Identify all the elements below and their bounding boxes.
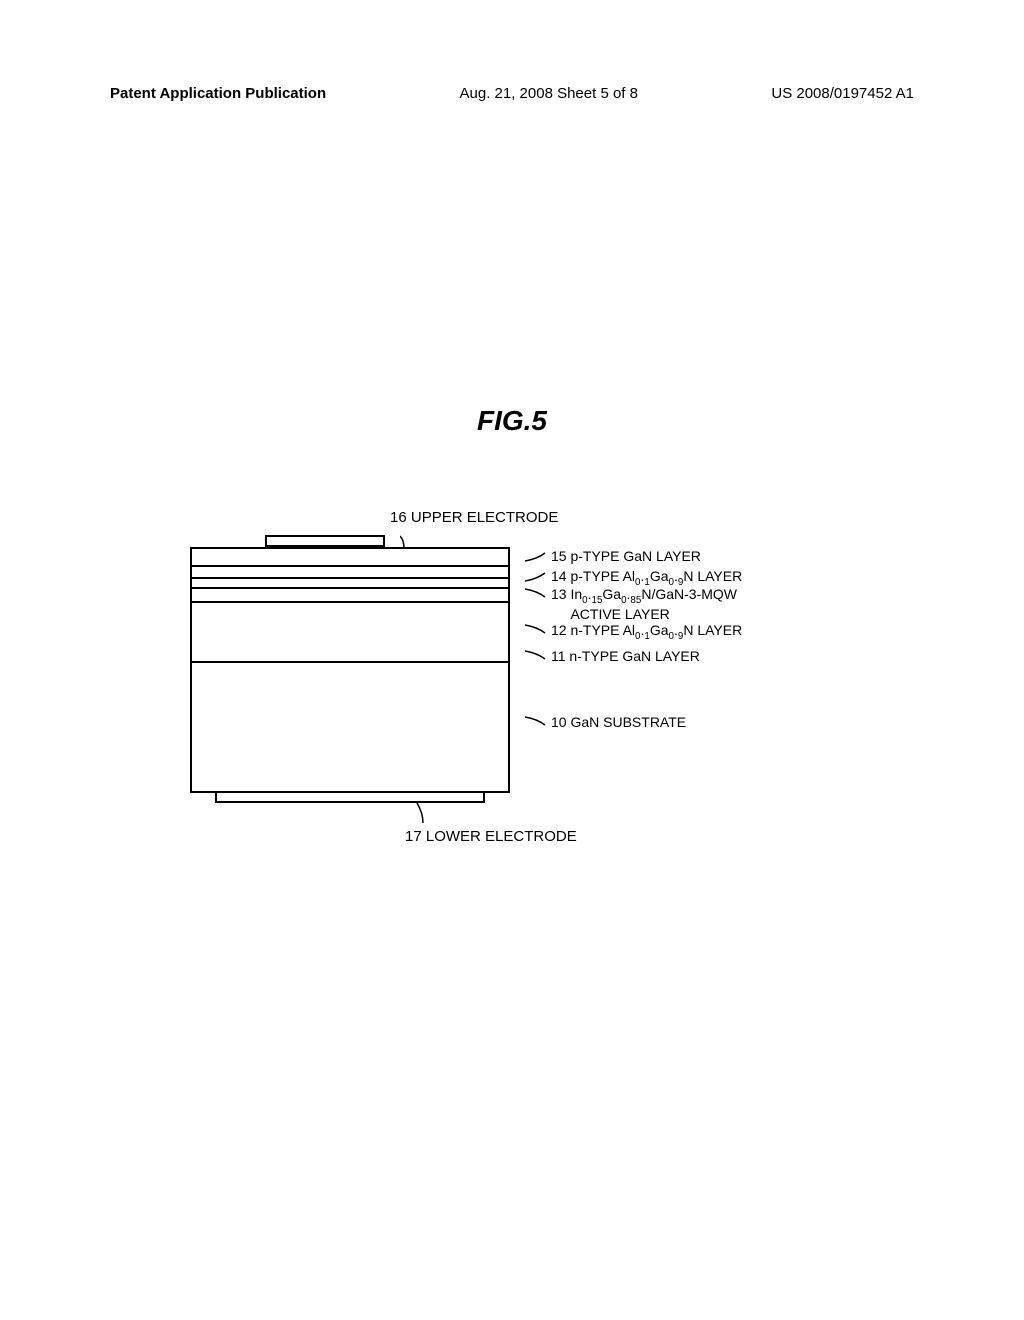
layer-diagram: 16 UPPER ELECTRODE 15 p-TYPE GaN LAYER14… xyxy=(190,535,810,803)
layer-label-10: 10 GaN SUBSTRATE xyxy=(525,715,686,730)
layer-label-text: 11 n-TYPE GaN LAYER xyxy=(551,649,700,664)
layer-13 xyxy=(190,579,510,589)
layer-12 xyxy=(190,589,510,603)
layer-label-13: 13 In0.15Ga0.85N/GaN-3-MQW ACTIVE LAYER xyxy=(525,587,737,622)
lower-electrode-num: 17 xyxy=(405,828,422,845)
lower-electrode-shape xyxy=(215,793,485,803)
layer-label-text: 15 p-TYPE GaN LAYER xyxy=(551,549,701,564)
layer-label-12: 12 n-TYPE Al0.1Ga0.9N LAYER xyxy=(525,623,742,643)
leader-icon xyxy=(525,569,547,583)
header-pub: Patent Application Publication xyxy=(110,85,326,102)
layer-label-text: 13 In0.15Ga0.85N/GaN-3-MQW ACTIVE LAYER xyxy=(551,587,737,622)
upper-electrode-num: 16 xyxy=(390,509,407,526)
leader-icon xyxy=(525,715,547,729)
header-date: Aug. 21, 2008 Sheet 5 of 8 xyxy=(460,85,638,102)
lower-electrode-text: LOWER ELECTRODE xyxy=(426,828,577,845)
lower-electrode-leader xyxy=(415,801,435,825)
lower-electrode-label: 17 LOWER ELECTRODE xyxy=(405,828,577,845)
upper-electrode-text: UPPER ELECTRODE xyxy=(411,509,559,526)
upper-electrode-label: 16 UPPER ELECTRODE xyxy=(390,509,558,526)
layer-label-11: 11 n-TYPE GaN LAYER xyxy=(525,649,700,664)
layer-label-15: 15 p-TYPE GaN LAYER xyxy=(525,549,701,564)
layer-label-text: 10 GaN SUBSTRATE xyxy=(551,715,686,730)
leader-icon xyxy=(525,649,547,663)
leader-icon xyxy=(525,587,547,601)
header-docnum: US 2008/0197452 A1 xyxy=(771,85,914,102)
leader-icon xyxy=(525,623,547,637)
upper-electrode-shape xyxy=(265,535,385,547)
layer-14 xyxy=(190,567,510,579)
layer-15 xyxy=(190,547,510,567)
leader-icon xyxy=(525,549,547,563)
layer-label-text: 12 n-TYPE Al0.1Ga0.9N LAYER xyxy=(551,623,742,643)
layer-10 xyxy=(190,663,510,793)
figure-title: FIG.5 xyxy=(0,405,1024,437)
page-header: Patent Application Publication Aug. 21, … xyxy=(110,85,914,102)
layer-stack xyxy=(190,535,510,803)
layer-11 xyxy=(190,603,510,663)
